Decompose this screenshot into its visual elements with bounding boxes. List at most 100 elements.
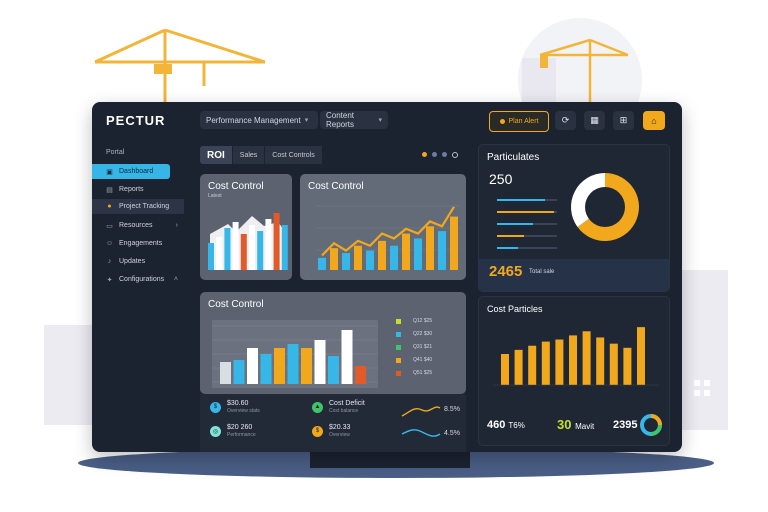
legend-swatch bbox=[396, 344, 401, 350]
grid-icon: ⊞ bbox=[619, 115, 628, 125]
bar-fill bbox=[497, 247, 518, 249]
bar bbox=[637, 327, 645, 385]
kpi-ring-icon bbox=[640, 414, 662, 436]
refresh-button[interactable]: ⟳ bbox=[555, 111, 576, 130]
bar bbox=[342, 253, 350, 270]
reports-dropdown[interactable]: Content Reports ▾ bbox=[320, 111, 388, 129]
legend-entry: Q12 $25 bbox=[396, 318, 432, 324]
legend-swatch bbox=[396, 370, 401, 376]
bar bbox=[390, 245, 398, 270]
cost-control-card-1: Cost Control Latest bbox=[200, 174, 292, 280]
sidebar-heading: Portal bbox=[106, 149, 125, 156]
plan-alert-button[interactable]: Plan Alert bbox=[489, 111, 549, 132]
bar bbox=[330, 248, 338, 270]
dot-icon bbox=[432, 152, 437, 157]
card-title: Cost Control bbox=[208, 181, 264, 192]
legend-swatch bbox=[396, 318, 401, 324]
bar bbox=[438, 231, 446, 270]
cost-control-card-3: Cost Control Q12 $25 Q22 $30 Q31 $21 Q41 $4… bbox=[200, 292, 466, 394]
bar bbox=[273, 213, 280, 270]
bar bbox=[366, 250, 374, 270]
bar bbox=[224, 228, 231, 270]
bar bbox=[541, 341, 550, 385]
calendar-button[interactable]: ▦ bbox=[584, 111, 605, 130]
panel-value: 250 bbox=[489, 171, 513, 187]
stat-sub: Overview bbox=[329, 432, 350, 438]
grid-button[interactable]: ⊞ bbox=[613, 111, 634, 130]
bar bbox=[378, 240, 386, 270]
bar bbox=[240, 234, 247, 270]
settings-dot-icon bbox=[452, 152, 458, 158]
sidebar-item-engagements[interactable]: ☺ Engagements bbox=[92, 236, 184, 251]
alert-dot-icon bbox=[499, 119, 505, 124]
legend-entry: Q31 $21 bbox=[396, 344, 432, 350]
app-logo: PECTUR bbox=[106, 113, 166, 128]
kpi-3: 2395 bbox=[613, 419, 638, 431]
stat-overview: $ $30.60 Overview stats bbox=[210, 400, 260, 414]
sidebar-item-label: Configurations bbox=[119, 276, 165, 283]
sidebar-item-reports[interactable]: ▤ Reports bbox=[92, 182, 184, 197]
particulates-chart bbox=[497, 173, 646, 281]
kpi-value: 460 bbox=[487, 419, 506, 431]
main-tabs: ROI Sales Cost Controls bbox=[200, 146, 323, 164]
document-icon: ▤ bbox=[106, 186, 113, 194]
bar bbox=[249, 225, 255, 270]
bar bbox=[216, 237, 223, 270]
sidebar-item-dashboard[interactable]: ▣ Dashboard bbox=[92, 164, 170, 179]
settings-icon: ✦ bbox=[106, 276, 113, 284]
sidebar-item-resources[interactable]: ▭ Resources › bbox=[92, 218, 184, 233]
bar bbox=[596, 337, 605, 385]
sidebar-item-label: Reports bbox=[119, 186, 144, 193]
sidebar: Portal ▣ Dashboard ▤ Reports ● Project T… bbox=[92, 140, 186, 452]
dashboard-icon: ▣ bbox=[106, 168, 113, 176]
bar-track bbox=[497, 247, 557, 249]
stat-sub: Cost balance bbox=[329, 408, 359, 414]
bar bbox=[233, 360, 245, 384]
stat-overview-2: $ $20.33 Overview bbox=[312, 424, 350, 438]
cost-control-chart-3 bbox=[212, 320, 378, 388]
crane-left-icon bbox=[94, 28, 266, 104]
card-title: Cost Control bbox=[208, 299, 264, 310]
spark-percent-1: 8.5% bbox=[444, 406, 460, 413]
stat-sub: Overview stats bbox=[227, 408, 260, 414]
legend-label: Q41 $40 bbox=[413, 357, 433, 363]
legend-swatch bbox=[396, 357, 401, 363]
performance-dropdown[interactable]: Performance Management ▾ bbox=[200, 111, 318, 129]
home-button[interactable]: ⌂ bbox=[643, 111, 665, 130]
kpi-label: Mavit bbox=[575, 422, 595, 431]
tab-sales[interactable]: Sales bbox=[232, 146, 265, 164]
bar-fill bbox=[497, 199, 545, 201]
bar bbox=[257, 231, 264, 270]
bar bbox=[609, 343, 618, 385]
dot-icon bbox=[442, 152, 447, 157]
legend-entry: Q51 $25 bbox=[396, 370, 432, 376]
bar bbox=[220, 362, 231, 384]
particulates-panel: Particulates 250 2465 Total sale bbox=[478, 144, 670, 292]
tab-cost-controls[interactable]: Cost Controls bbox=[265, 146, 322, 164]
bar bbox=[582, 331, 591, 385]
refresh-icon: ⟳ bbox=[561, 115, 570, 125]
card-subtitle: Latest bbox=[208, 193, 222, 199]
folder-icon: ▭ bbox=[106, 222, 113, 230]
sidebar-item-configurations[interactable]: ✦ Configurations ˄ bbox=[92, 272, 184, 287]
legend-label: Q51 $25 bbox=[413, 370, 433, 376]
sidebar-item-label: Updates bbox=[119, 258, 146, 265]
total-strip bbox=[479, 259, 669, 291]
tab-roi[interactable]: ROI bbox=[200, 146, 232, 164]
stats-panel: $ $30.60 Overview stats ▲ Cost Deficit C… bbox=[200, 394, 466, 452]
bar bbox=[232, 222, 239, 270]
kpi-value: 30 bbox=[557, 417, 572, 432]
plan-alert-label: Plan Alert bbox=[508, 118, 539, 125]
sidebar-item-project-tracking[interactable]: ● Project Tracking bbox=[92, 199, 184, 214]
legend-entry: Q22 $30 bbox=[396, 331, 432, 337]
chevron-down-icon: ▾ bbox=[378, 117, 382, 124]
bar bbox=[623, 347, 632, 385]
total-label: Total sale bbox=[529, 269, 555, 275]
sidebar-item-updates[interactable]: ♪ Updates bbox=[92, 254, 184, 269]
bar bbox=[260, 354, 272, 384]
stat-sub: Performance bbox=[227, 432, 256, 438]
carousel-dots[interactable] bbox=[422, 152, 463, 158]
card-title: Cost Control bbox=[308, 181, 364, 192]
sparkline-2 bbox=[401, 429, 441, 437]
stat-performance: ◎ $20 260 Performance bbox=[210, 424, 256, 438]
